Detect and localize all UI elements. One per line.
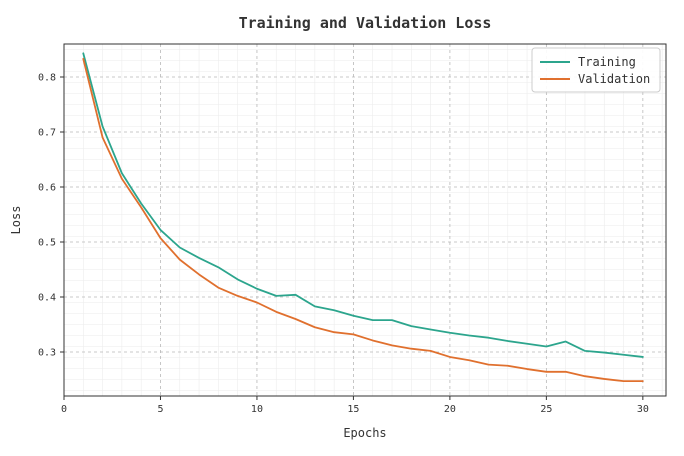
minor-grid [64, 44, 666, 396]
x-tick-label: 0 [61, 404, 67, 415]
y-tick-label: 0.7 [38, 128, 56, 139]
y-tick-label: 0.4 [38, 293, 56, 304]
axis-ticks: 0 5 10 15 20 25 30 0.3 0.4 0.5 0.6 0.7 0.8 [38, 73, 649, 416]
y-tick-label: 0.3 [38, 348, 56, 359]
y-tick-label: 0.5 [38, 238, 56, 249]
x-axis-label: Epochs [343, 426, 386, 440]
series-line-validation [82, 57, 644, 383]
legend-box [531, 47, 661, 93]
x-tick-label: 5 [157, 404, 163, 415]
x-tick-label: 30 [637, 404, 649, 415]
y-axis-label: Loss [9, 206, 23, 235]
chart-title: Training and Validation Loss [239, 14, 492, 32]
series-line-training [82, 52, 644, 358]
legend-label-validation: Validation [578, 72, 650, 86]
x-tick-label: 20 [444, 404, 456, 415]
plot-area [63, 43, 667, 397]
x-tick-label: 10 [251, 404, 263, 415]
series-lines [82, 52, 644, 383]
x-tick-label: 15 [347, 404, 359, 415]
legend: Training Validation [531, 47, 661, 93]
x-tick-label: 25 [540, 404, 552, 415]
y-tick-label: 0.6 [38, 183, 56, 194]
y-tick-label: 0.8 [38, 73, 56, 84]
legend-label-training: Training [578, 55, 636, 69]
major-grid [63, 44, 666, 396]
